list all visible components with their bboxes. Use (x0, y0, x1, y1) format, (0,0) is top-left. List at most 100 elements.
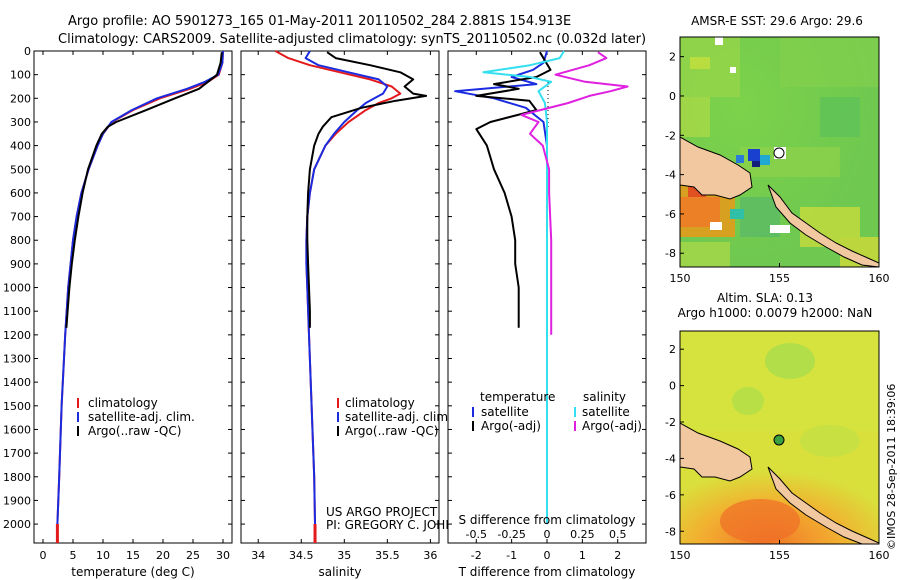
sla-map-panel: Altim. SLA: 0.13 Argo h1000: 0.0079 h200… (665, 291, 889, 562)
depth-tick-label: 600 (10, 187, 31, 200)
x2-tick-label: -0.25 (497, 528, 525, 541)
depth-tick-label: 400 (10, 140, 31, 153)
depth-tick-label: 900 (10, 258, 31, 271)
difference-panel: -2 -1 0 1 2 -0.5 -0.25 0 0.25 0.5 T difference f… (447, 50, 647, 579)
depth-tick-label: 700 (10, 211, 31, 224)
project-annotation-1: US ARGO PROJECT (326, 505, 438, 519)
x-tick-label: 5 (70, 549, 77, 562)
x-tick-label: 35.5 (375, 549, 400, 562)
difference-x-axis: -2 -1 0 1 2 (471, 51, 621, 562)
series-line-temperature-argo-adj (475, 51, 552, 328)
depth-tick-label: 1300 (3, 353, 31, 366)
map-y-tick-label: 0 (669, 90, 676, 103)
salinity-x-axis: 34 34.5 35 35.5 36 (251, 51, 437, 562)
legend-label-climatology: climatology (345, 396, 415, 410)
depth-tick-label: 200 (10, 92, 31, 105)
x2-tick-label: 0 (544, 528, 551, 541)
header-line2: Climatology: CARS2009. Satellite-adjuste… (58, 32, 646, 47)
depth-tick-label: 500 (10, 163, 31, 176)
x-tick-label: 15 (126, 549, 140, 562)
salinity-depth-ticks (241, 50, 439, 525)
temperature-x-axis: 0 5 10 15 20 25 30 (40, 51, 230, 562)
map-x-tick-label: 155 (769, 549, 790, 562)
temperature-frame (33, 50, 233, 544)
map-y-tick-label: -2 (665, 129, 676, 142)
sla-map (680, 331, 879, 544)
legend-label-argo: Argo(..raw -QC) (345, 424, 438, 438)
difference-depth-ticks (448, 50, 646, 525)
depth-tick-label: 1600 (3, 423, 31, 436)
depth-axis: 0 100 200 300 400 500 600 700 800 900 1000 1100 1200… (3, 45, 232, 531)
x-tick-label: 0 (544, 549, 551, 562)
temperature-legend: climatology satellite-adj. clim. Argo(..… (77, 396, 195, 438)
map-x-tick-label: 150 (670, 272, 691, 285)
x2-tick-label: 0.25 (570, 528, 595, 541)
sla-map-subtitle: Argo h1000: 0.0079 h2000: NaN (678, 306, 873, 320)
sla-map-title: Altim. SLA: 0.13 (717, 291, 813, 305)
sst-coastline (680, 136, 753, 200)
sst-map (680, 37, 879, 267)
legend-label-satellite: satellite-adj. clim. (88, 410, 195, 424)
x-tick-label: 20 (156, 549, 170, 562)
temperature-panel: 0100200300400500600700800900100011001200… (3, 45, 233, 579)
map-y-tick-label: 2 (669, 343, 676, 356)
series-line-argo-raw-qc (65, 52, 223, 328)
difference-x2-axis: -0.5 -0.25 0 0.25 0.5 (466, 528, 627, 541)
sla-coastline (680, 422, 753, 482)
x-tick-label: 2 (614, 549, 621, 562)
depth-tick-label: 1100 (3, 305, 31, 318)
series-line-salinity-argo-adj (520, 51, 629, 335)
depth-tick-label: 300 (10, 116, 31, 129)
difference-xlabel: T difference from climatology (458, 565, 636, 579)
x-tick-label: 0 (40, 549, 47, 562)
header-line1: Argo profile: AO 5901273_165 01-May-2011… (68, 14, 571, 29)
x-tick-label: 35 (337, 549, 351, 562)
depth-tick-label: 100 (10, 69, 31, 82)
sst-map-panel: AMSR-E SST: 29.6 Argo: 29.6 (665, 14, 889, 285)
depth-tick-label: 1000 (3, 282, 31, 295)
map-x-tick-label: 150 (670, 549, 691, 562)
series-line-salinity-satellite (482, 50, 565, 525)
sst-coastline-east (767, 184, 879, 267)
legend-label-climatology: climatology (88, 396, 158, 410)
map-y-tick-label: 0 (669, 380, 676, 393)
legend-label-s-argo: Argo(-adj) (582, 419, 642, 433)
series-line-argo-raw-qc (306, 51, 428, 328)
sla-coastline-east (767, 466, 879, 544)
sst-map-title: AMSR-E SST: 29.6 Argo: 29.6 (691, 14, 863, 28)
x-tick-label: 34.5 (289, 549, 314, 562)
map-y-tick-label: -4 (665, 169, 676, 182)
depth-tick-label: 1400 (3, 376, 31, 389)
depth-tick-label: 0 (24, 45, 31, 58)
x-tick-label: 25 (186, 549, 200, 562)
map-y-tick-label: -6 (665, 208, 676, 221)
salinity-frame (240, 50, 440, 544)
map-y-tick-label: -8 (665, 247, 676, 260)
sla-map-axes: 150 155 160 2 0 -2 -4 -6 -8 (665, 343, 889, 562)
depth-tick-label: 1900 (3, 494, 31, 507)
salinity-legend: climatology satellite-adj. clim. Argo(..… (337, 396, 452, 438)
depth-tick-label: 1500 (3, 400, 31, 413)
x2-tick-label: 0.5 (609, 528, 627, 541)
salinity-series (274, 50, 428, 543)
map-y-tick-label: 2 (669, 51, 676, 64)
sst-map-axes: 150 155 160 2 0 -2 -4 -6 -8 (665, 51, 889, 285)
depth-tick-label: 1700 (3, 447, 31, 460)
legend-label-argo: Argo(..raw -QC) (88, 424, 181, 438)
x-tick-label: -1 (506, 549, 517, 562)
temperature-series (55, 50, 224, 543)
temperature-xlabel: temperature (deg C) (71, 565, 194, 579)
argo-position-marker (773, 147, 785, 159)
map-y-tick-label: -8 (665, 525, 676, 538)
legend-header-salinity: salinity (583, 390, 626, 404)
depth-tick-label: 800 (10, 234, 31, 247)
project-annotation-2: PI: GREGORY C. JOHNSON (326, 518, 480, 532)
x-tick-label: 34 (251, 549, 265, 562)
legend-label-t-satellite: satellite (481, 405, 529, 419)
x-tick-label: 1 (579, 549, 586, 562)
x-tick-label: -2 (471, 549, 482, 562)
x2-tick-label: -0.5 (466, 528, 487, 541)
map-x-tick-label: 155 (769, 272, 790, 285)
x-tick-label: 30 (216, 549, 230, 562)
